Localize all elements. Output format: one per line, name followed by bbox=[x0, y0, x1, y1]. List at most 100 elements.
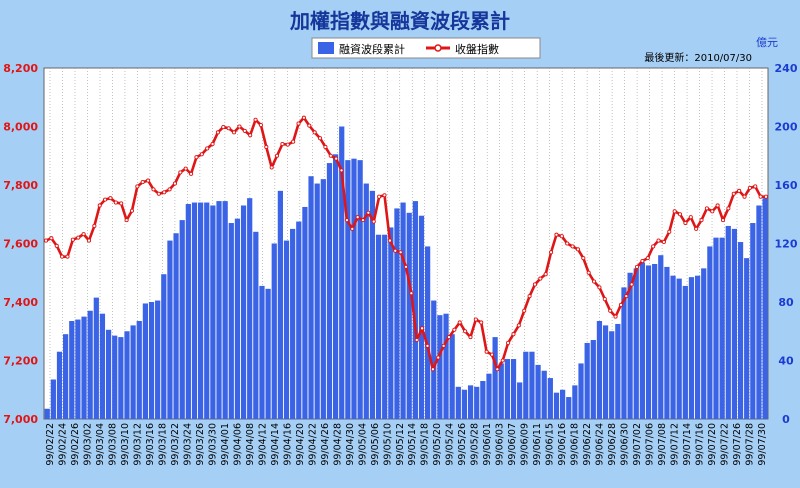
line-point bbox=[189, 171, 194, 176]
line-point bbox=[312, 130, 317, 135]
line-point bbox=[559, 234, 564, 239]
x-tick-label: 99/03/30 bbox=[207, 423, 218, 466]
bar bbox=[449, 334, 455, 419]
bar bbox=[461, 389, 468, 419]
bar bbox=[652, 263, 658, 419]
line-point bbox=[274, 153, 280, 158]
line-series bbox=[43, 115, 769, 372]
line-point bbox=[215, 130, 220, 135]
line-point bbox=[232, 130, 237, 135]
bar bbox=[670, 275, 676, 419]
line-point bbox=[506, 340, 511, 346]
x-tick-label: 99/07/06 bbox=[645, 423, 656, 466]
line-point bbox=[334, 156, 339, 161]
x-tick-label: 99/02/24 bbox=[58, 423, 69, 466]
line-point bbox=[258, 122, 263, 128]
line-point bbox=[737, 188, 742, 193]
line-point bbox=[86, 238, 92, 243]
right-tick-label: 200 bbox=[775, 121, 798, 134]
bar bbox=[713, 237, 719, 419]
line-point bbox=[656, 238, 661, 243]
line-point bbox=[156, 191, 161, 196]
x-tick-label: 99/03/24 bbox=[182, 423, 193, 466]
x-tick-label: 99/03/26 bbox=[195, 423, 206, 466]
bar bbox=[633, 268, 639, 419]
bar bbox=[216, 201, 222, 419]
update-info: 最後更新：2010/07/30 bbox=[644, 51, 752, 64]
bar bbox=[750, 223, 756, 419]
bar bbox=[572, 385, 578, 419]
x-tick-label: 99/05/14 bbox=[407, 423, 418, 466]
line-point bbox=[586, 270, 591, 275]
line-point bbox=[532, 282, 538, 287]
line-point bbox=[317, 136, 323, 141]
x-tick-label: 99/06/22 bbox=[582, 423, 593, 466]
x-tick-label: 99/06/28 bbox=[607, 423, 618, 466]
chart-title: 加權指數與融資波段累計 bbox=[289, 9, 510, 33]
bar bbox=[179, 220, 185, 419]
bar bbox=[161, 274, 167, 419]
line-point bbox=[624, 294, 629, 299]
left-tick-label: 8,200 bbox=[3, 62, 38, 75]
bar bbox=[173, 233, 179, 419]
bar bbox=[744, 258, 750, 420]
bar bbox=[725, 225, 731, 419]
bar bbox=[658, 255, 664, 419]
bar bbox=[504, 359, 510, 419]
line-point bbox=[350, 226, 355, 231]
bar bbox=[609, 331, 615, 419]
bar bbox=[553, 392, 560, 419]
line-point bbox=[323, 144, 328, 150]
bar bbox=[400, 202, 406, 419]
bar bbox=[155, 300, 161, 419]
x-tick-label: 99/05/04 bbox=[357, 423, 368, 466]
x-tick-label: 99/04/14 bbox=[270, 423, 281, 466]
left-tick-label: 7,600 bbox=[3, 238, 38, 251]
line-point bbox=[602, 297, 607, 302]
line-point bbox=[344, 218, 349, 223]
bar bbox=[302, 206, 308, 419]
x-tick-label: 99/04/08 bbox=[245, 423, 256, 466]
line-point bbox=[549, 250, 554, 255]
bar bbox=[388, 227, 394, 419]
line-point bbox=[393, 248, 398, 253]
bar bbox=[418, 215, 425, 419]
line-point bbox=[398, 250, 403, 255]
bar bbox=[645, 265, 652, 419]
line-point bbox=[570, 244, 575, 249]
line-point bbox=[103, 197, 108, 202]
bar bbox=[701, 268, 707, 419]
line-point bbox=[140, 180, 145, 185]
x-tick-label: 99/06/18 bbox=[570, 423, 581, 466]
bar bbox=[523, 351, 529, 419]
x-tick-label: 99/04/30 bbox=[345, 423, 356, 466]
line-point bbox=[129, 208, 135, 213]
line-point bbox=[135, 184, 140, 189]
x-tick-label: 99/06/30 bbox=[620, 423, 631, 466]
bar bbox=[320, 179, 326, 419]
x-tick-label: 99/07/26 bbox=[732, 423, 743, 466]
bar bbox=[694, 275, 701, 419]
x-tick-label: 99/05/18 bbox=[420, 423, 431, 466]
line-point bbox=[49, 236, 54, 241]
line-point bbox=[108, 196, 113, 201]
bar bbox=[719, 237, 725, 419]
bar bbox=[474, 386, 480, 419]
line-point bbox=[516, 323, 521, 328]
x-tick-label: 99/07/20 bbox=[707, 423, 718, 466]
bar bbox=[56, 351, 63, 419]
line-point bbox=[651, 244, 656, 249]
legend-line-marker bbox=[434, 44, 442, 52]
line-point bbox=[436, 355, 441, 360]
line-point bbox=[301, 115, 306, 120]
line-point bbox=[484, 349, 489, 354]
bar bbox=[87, 310, 93, 419]
x-tick-label: 99/06/07 bbox=[507, 423, 518, 466]
x-tick-label: 99/04/01 bbox=[220, 423, 231, 466]
x-tick-label: 99/03/08 bbox=[108, 423, 119, 466]
line-point bbox=[500, 358, 505, 363]
line-point bbox=[420, 326, 425, 331]
bar bbox=[584, 342, 590, 419]
x-tick-label: 99/03/12 bbox=[132, 423, 143, 466]
bar bbox=[277, 190, 283, 419]
